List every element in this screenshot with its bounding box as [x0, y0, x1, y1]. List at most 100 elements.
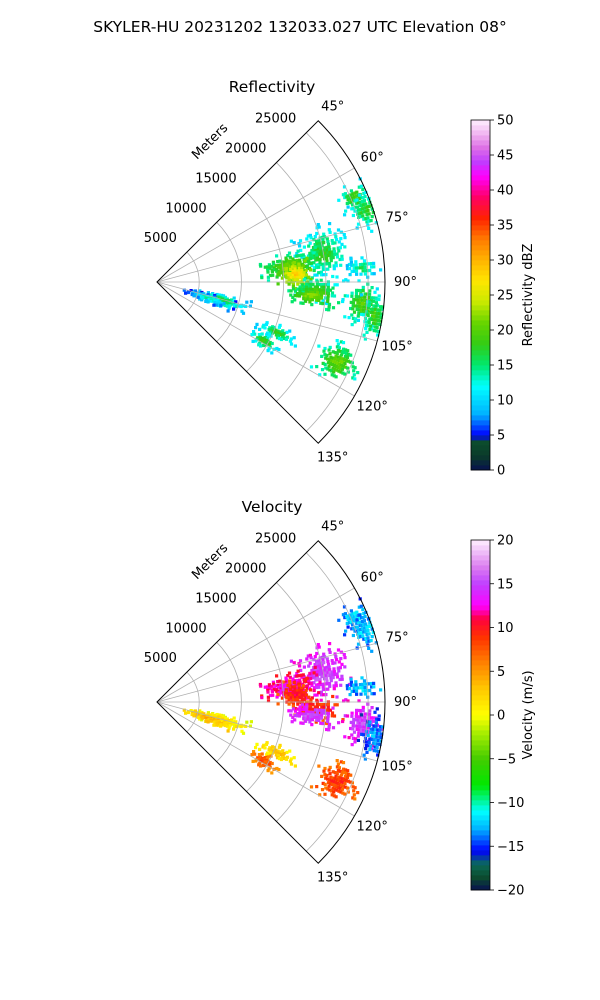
echo-gate — [307, 679, 311, 683]
echo-gate — [352, 615, 356, 619]
echo-gate — [347, 316, 351, 320]
echo-gate — [283, 682, 287, 687]
echo-gate — [217, 302, 221, 306]
echo-gate — [334, 774, 338, 778]
echo-gate — [309, 698, 313, 702]
echo-cell — [346, 190, 378, 233]
echo-gate — [270, 688, 274, 692]
echo-gate — [354, 629, 359, 633]
echo-gate — [261, 763, 266, 768]
colorbar-segment — [471, 885, 490, 891]
echo-gate — [316, 223, 320, 227]
colorbar-segment — [471, 560, 490, 566]
echo-gate — [285, 330, 289, 334]
colorbar-segment — [471, 365, 490, 371]
echo-gate — [324, 711, 328, 715]
colorbar-segment — [471, 655, 490, 661]
echo-gate — [307, 262, 311, 266]
echo-gate — [324, 776, 328, 780]
echo-gate — [279, 689, 283, 693]
echo-gate — [186, 710, 190, 715]
echo-gate — [377, 717, 381, 722]
echo-gate — [209, 299, 213, 303]
echo-gate — [333, 357, 337, 361]
colorbar-segment — [471, 330, 490, 336]
echo-gate — [359, 635, 363, 639]
echo-gate — [334, 235, 338, 239]
echo-gate — [338, 786, 342, 790]
echo-gate — [293, 687, 297, 691]
echo-gate — [357, 288, 361, 293]
echo-gate — [320, 293, 324, 298]
echo-gate — [266, 690, 270, 694]
echo-gate — [350, 616, 354, 620]
echo-gate — [298, 707, 302, 711]
echo-gate — [330, 250, 334, 254]
echo-gate — [316, 255, 320, 259]
reflectivity-data-layer — [182, 177, 385, 381]
echo-gate — [267, 748, 271, 752]
echo-gate — [313, 705, 317, 709]
echo-gate — [319, 252, 324, 256]
colorbar-segment — [471, 315, 490, 321]
echo-gate — [316, 643, 320, 647]
echo-gate — [318, 244, 322, 248]
echo-gate — [298, 689, 302, 693]
colorbar-segment — [471, 385, 490, 391]
echo-gate — [352, 269, 356, 273]
colorbar-segment — [471, 370, 490, 376]
echo-gate — [315, 282, 319, 287]
echo-gate — [368, 720, 372, 724]
echo-gate — [313, 255, 317, 260]
echo-gate — [366, 197, 371, 201]
echo-gate — [371, 727, 376, 731]
reflectivity-ticks: 45°60°75°90°105°120°135°5000100001500020… — [144, 99, 417, 465]
echo-gate — [292, 661, 296, 665]
echo-gate — [182, 288, 186, 292]
echo-gate — [266, 688, 270, 692]
echo-gate — [254, 746, 258, 750]
echo-gate — [313, 295, 317, 300]
echo-gate — [338, 349, 342, 353]
echo-gate — [346, 279, 350, 283]
echo-gate — [311, 293, 315, 297]
echo-gate — [199, 715, 203, 719]
echo-gate — [259, 684, 263, 688]
colorbar-segment — [471, 215, 490, 221]
echo-gate — [354, 260, 358, 264]
echo-gate — [372, 681, 376, 685]
echo-gate — [284, 337, 288, 341]
echo-gate — [371, 321, 376, 325]
echo-gate — [362, 611, 366, 615]
echo-gate — [282, 756, 286, 760]
echo-gate — [316, 665, 320, 669]
echo-gate — [307, 695, 311, 699]
echo-gate — [306, 297, 310, 301]
echo-gate — [357, 208, 361, 212]
echo-gate — [351, 376, 355, 380]
echo-gate — [348, 617, 352, 621]
echo-gate — [365, 633, 369, 637]
echo-gate — [287, 272, 291, 276]
echo-gate — [216, 719, 220, 723]
echo-gate — [328, 788, 332, 792]
echo-gate — [331, 676, 335, 680]
echo-gate — [345, 201, 349, 206]
echo-gate — [261, 759, 266, 763]
colorbar-segment — [471, 680, 490, 686]
echo-gate — [212, 723, 216, 727]
echo-gate — [326, 297, 330, 301]
echo-gate — [326, 711, 330, 715]
echo-gate — [317, 683, 321, 687]
echo-gate — [351, 304, 355, 308]
echo-gate — [379, 268, 383, 272]
echo-gate — [366, 617, 371, 621]
echo-gate — [309, 702, 313, 706]
echo-gate — [371, 311, 375, 315]
echo-gate — [244, 724, 248, 728]
echo-gate — [344, 348, 348, 352]
echo-gate — [372, 685, 376, 689]
echo-gate — [323, 773, 327, 777]
echo-gate — [356, 734, 360, 738]
colorbar-segment — [471, 845, 490, 851]
